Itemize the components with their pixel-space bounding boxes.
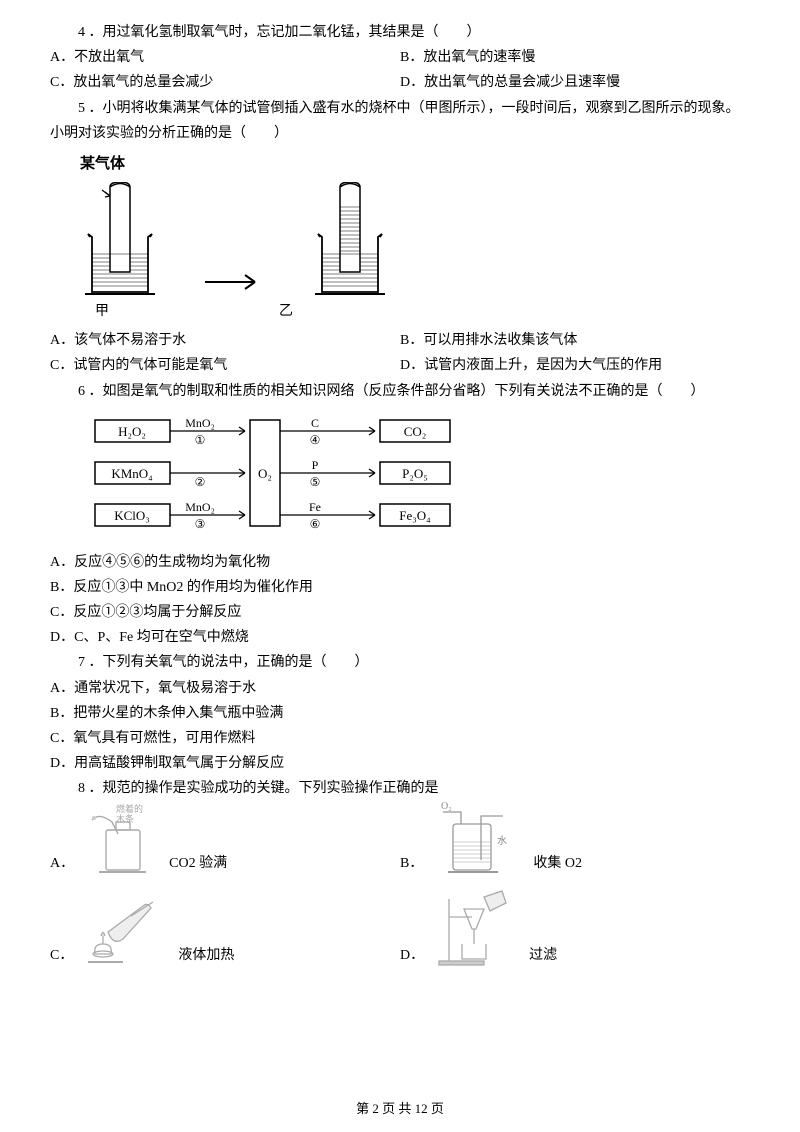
q8-d-label: 过滤	[529, 943, 557, 968]
svg-text:③: ③	[195, 517, 206, 531]
svg-text:H₂O₂: H₂O₂	[118, 424, 146, 439]
q6-opt-b: B．反应①③中 MnO2 的作用均为催化作用	[50, 575, 750, 600]
svg-text:燃着的: 燃着的	[116, 803, 143, 814]
svg-text:P₂O₅: P₂O₅	[402, 466, 428, 481]
q5-gas-label: 某气体	[80, 150, 750, 177]
q6-network-icon: H₂O₂ KMnO₄ KClO₃ O₂ CO₂ P₂O₅ Fe₃O₄ MnO₂ …	[90, 412, 470, 542]
svg-text:①: ①	[195, 433, 206, 447]
svg-text:MnO₂: MnO₂	[185, 416, 215, 430]
q6-stem: 6 ．如图是氧气的制取和性质的相关知识网络（反应条件部分省略）下列有关说法不正确…	[50, 379, 750, 404]
q8-a-icon: 燃着的 木条	[84, 802, 159, 877]
q5-opt-d: D．试管内液面上升，是因为大气压的作用	[400, 353, 750, 378]
q8-b-icon: O₂ 水	[433, 802, 523, 877]
q5-label-jia: 甲	[95, 299, 109, 324]
q7-opt-b: B．把带火星的木条伸入集气瓶中验满	[50, 701, 750, 726]
q6-diagram: H₂O₂ KMnO₄ KClO₃ O₂ CO₂ P₂O₅ Fe₃O₄ MnO₂ …	[90, 412, 750, 542]
svg-text:②: ②	[195, 475, 206, 489]
q7-opt-c: C．氧气具有可燃性，可用作燃料	[50, 726, 750, 751]
q5-label-yi: 乙	[279, 299, 293, 324]
q5-options-row2: C．试管内的气体可能是氧气 D．试管内液面上升，是因为大气压的作用	[50, 353, 750, 378]
q7-stem: 7 ．下列有关氧气的说法中，正确的是（ ）	[50, 650, 750, 675]
svg-text:P: P	[312, 458, 319, 472]
q4-options-row1: A．不放出氧气 B．放出氧气的速率慢	[50, 45, 750, 70]
q4-opt-d: D．放出氧气的总量会减少且速率慢	[400, 70, 750, 95]
q5-diagram	[80, 182, 750, 297]
q8-stem: 8 ．规范的操作是实验成功的关键。下列实验操作正确的是	[50, 776, 750, 801]
svg-text:⑥: ⑥	[310, 517, 321, 531]
q5-beaker-jia-icon	[80, 182, 160, 297]
svg-text:④: ④	[310, 433, 321, 447]
q8-b-prefix: B．	[400, 851, 423, 876]
svg-text:MnO₂: MnO₂	[185, 500, 215, 514]
q8-a-label: CO2 验满	[169, 851, 227, 876]
q8-d-prefix: D．	[400, 943, 424, 968]
q5-beaker-labels: 甲 乙	[95, 299, 750, 324]
q7-opt-d: D．用高锰酸钾制取氧气属于分解反应	[50, 751, 750, 776]
q8-d-icon	[434, 889, 519, 969]
q8-row2: C． 液体加热 D．	[50, 889, 750, 969]
q6-opt-c: C．反应①②③均属于分解反应	[50, 600, 750, 625]
q8-c-prefix: C．	[50, 943, 73, 968]
q4-opt-b: B．放出氧气的速率慢	[400, 45, 750, 70]
q6-opt-d: D．C、P、Fe 均可在空气中燃烧	[50, 625, 750, 650]
q7-opt-a: A．通常状况下，氧气极易溶于水	[50, 676, 750, 701]
q8-opt-b: B．	[400, 802, 750, 877]
svg-text:O₂: O₂	[258, 466, 272, 481]
q4-options-row2: C．放出氧气的总量会减少 D．放出氧气的总量会减少且速率慢	[50, 70, 750, 95]
q5-opt-b: B．可以用排水法收集该气体	[400, 328, 750, 353]
svg-text:Fe₃O₄: Fe₃O₄	[399, 508, 431, 523]
svg-text:CO₂: CO₂	[404, 424, 427, 439]
svg-text:O₂: O₂	[441, 802, 452, 812]
q5-options-row1: A．该气体不易溶于水 B．可以用排水法收集该气体	[50, 328, 750, 353]
q8-b-label: 收集 O2	[533, 851, 582, 876]
svg-text:Fe: Fe	[309, 500, 321, 514]
q5-arrow-icon	[200, 267, 270, 297]
q5-stem2: 小明对该实验的分析正确的是（ ）	[50, 121, 750, 146]
q8-c-icon	[83, 894, 168, 969]
page-footer: 第 2 页 共 12 页	[0, 1097, 800, 1120]
svg-text:⑤: ⑤	[310, 475, 321, 489]
svg-text:C: C	[311, 416, 319, 430]
svg-text:木条: 木条	[116, 813, 134, 824]
q4-opt-c: C．放出氧气的总量会减少	[50, 70, 400, 95]
svg-text:水: 水	[497, 835, 507, 847]
q5-beaker-yi-icon	[310, 182, 390, 297]
q4-stem: 4 ．用过氧化氢制取氧气时，忘记加二氧化锰，其结果是（ ）	[50, 20, 750, 45]
q5-stem1: 5 ．小明将收集满某气体的试管倒插入盛有水的烧杯中（甲图所示），一段时间后，观察…	[50, 96, 750, 121]
q5-opt-c: C．试管内的气体可能是氧气	[50, 353, 400, 378]
q8-c-label: 液体加热	[178, 943, 234, 968]
svg-text:KClO₃: KClO₃	[114, 508, 150, 523]
q8-opt-c: C． 液体加热	[50, 894, 400, 969]
q5-opt-a: A．该气体不易溶于水	[50, 328, 400, 353]
q4-opt-a: A．不放出氧气	[50, 45, 400, 70]
q6-opt-a: A．反应④⑤⑥的生成物均为氧化物	[50, 550, 750, 575]
q8-a-prefix: A．	[50, 851, 74, 876]
q8-row1: A． 燃着的 木条 CO2 验满 B．	[50, 802, 750, 877]
q8-opt-d: D． 过滤	[400, 889, 750, 969]
svg-text:KMnO₄: KMnO₄	[111, 466, 153, 481]
q8-opt-a: A． 燃着的 木条 CO2 验满	[50, 802, 400, 877]
